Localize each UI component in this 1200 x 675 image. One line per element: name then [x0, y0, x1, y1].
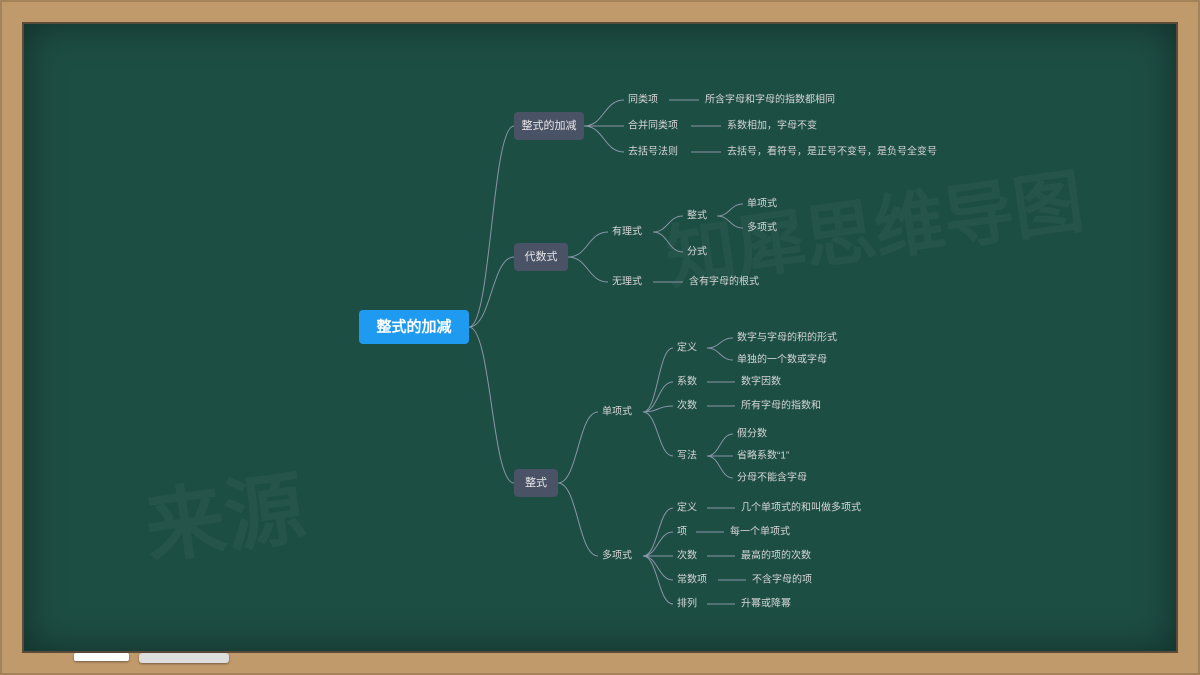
sub-label: 定义	[677, 501, 697, 514]
root-label: 整式的加减	[376, 318, 451, 336]
sub2-label: 多项式	[747, 221, 777, 234]
leaf-text: 每一个单项式	[730, 525, 790, 538]
leaf-text: 不含字母的项	[752, 573, 812, 586]
connector	[469, 257, 514, 327]
child-label: 无理式	[612, 275, 642, 288]
connector	[643, 556, 673, 580]
sub-label: 次数	[677, 549, 697, 562]
connector	[707, 434, 733, 456]
sub2-label: 单独的一个数或字母	[737, 353, 827, 366]
connector	[643, 556, 673, 604]
chalk-tray	[139, 653, 229, 663]
sub2-label: 假分数	[737, 427, 767, 440]
leaf-text: 数字因数	[741, 375, 781, 388]
sub-label: 项	[677, 526, 687, 538]
sub-label: 排列	[677, 597, 697, 610]
connector	[643, 382, 673, 412]
sub-label: 定义	[677, 341, 697, 354]
sub-label: 常数项	[677, 573, 707, 586]
connector	[643, 508, 673, 556]
connector	[653, 232, 683, 252]
sub-label: 次数	[677, 399, 697, 412]
connector	[568, 257, 608, 282]
connector	[707, 348, 733, 360]
connector	[568, 232, 608, 257]
leaf-text: 系数相加，字母不变	[727, 119, 817, 132]
leaf-text: 所有字母的指数和	[741, 399, 821, 412]
leaf-text: 几个单项式的和叫做多项式	[741, 501, 861, 514]
branch-label: 整式的加减	[522, 118, 577, 132]
connector	[707, 456, 733, 478]
connector	[717, 204, 743, 216]
child-label: 有理式	[612, 225, 642, 238]
child-label: 多项式	[602, 549, 632, 562]
child-label: 去括号法则	[628, 145, 678, 158]
sub-label: 分式	[687, 245, 707, 258]
connector	[717, 216, 743, 228]
sub2-label: 省略系数“1”	[737, 449, 789, 462]
connector	[643, 412, 673, 456]
chalkboard: 来源 知犀思维导图 整式的加减整式的加减同类项所含字母和字母的指数都相同合并同类…	[22, 22, 1178, 653]
leaf-text: 去括号，看符号，是正号不变号，是负号全变号	[727, 145, 937, 158]
sub2-label: 单项式	[747, 197, 777, 210]
child-label: 同类项	[628, 93, 658, 106]
connector	[584, 126, 624, 152]
sub-label: 整式	[687, 209, 707, 222]
leaf-text: 所含字母和字母的指数都相同	[705, 93, 835, 106]
sub2-label: 数字与字母的积的形式	[737, 331, 837, 344]
child-label: 合并同类项	[628, 119, 678, 132]
connector	[584, 100, 624, 126]
branch-label: 代数式	[525, 250, 558, 263]
sub-label: 系数	[677, 375, 697, 388]
mindmap: 整式的加减整式的加减同类项所含字母和字母的指数都相同合并同类项系数相加，字母不变…	[24, 24, 1180, 655]
connector	[643, 532, 673, 556]
sub2-label: 分母不能含字母	[737, 471, 807, 484]
leaf-text: 最高的项的次数	[741, 549, 811, 562]
connector	[558, 483, 598, 556]
leaf-text: 含有字母的根式	[689, 275, 759, 288]
connector	[469, 327, 514, 483]
branch-label: 整式	[525, 475, 547, 489]
connector	[653, 216, 683, 232]
child-label: 单项式	[602, 405, 632, 418]
leaf-text: 升幂或降幂	[741, 597, 791, 610]
connector	[469, 126, 514, 327]
connector	[558, 412, 598, 483]
chalk-stick	[74, 653, 129, 661]
wooden-frame: 来源 知犀思维导图 整式的加减整式的加减同类项所含字母和字母的指数都相同合并同类…	[0, 0, 1200, 675]
connector	[707, 338, 733, 348]
connector	[643, 348, 673, 412]
sub-label: 写法	[677, 449, 697, 462]
